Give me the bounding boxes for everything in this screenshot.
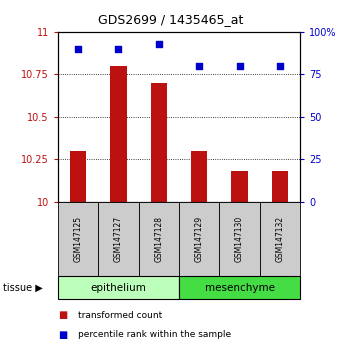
Text: GSM147128: GSM147128 [154,216,163,262]
Bar [110,66,127,202]
Text: GSM147132: GSM147132 [276,216,284,262]
Text: percentile rank within the sample: percentile rank within the sample [78,330,232,339]
Text: ■: ■ [58,330,67,339]
Text: epithelium: epithelium [91,282,146,293]
Text: GSM147127: GSM147127 [114,216,123,262]
Point [116,46,121,52]
Bar [151,83,167,202]
Text: transformed count: transformed count [78,310,163,320]
Point [75,46,81,52]
Point [237,63,242,69]
Text: ■: ■ [58,310,67,320]
Bar [70,151,86,202]
Text: GSM147129: GSM147129 [195,216,204,262]
Text: GSM147130: GSM147130 [235,216,244,262]
Text: GDS2699 / 1435465_at: GDS2699 / 1435465_at [98,13,243,26]
Point [156,41,162,47]
Text: mesenchyme: mesenchyme [205,282,275,293]
Bar [232,171,248,202]
Point [277,63,283,69]
Bar [272,171,288,202]
Point [196,63,202,69]
Bar [191,151,207,202]
Text: tissue ▶: tissue ▶ [3,282,43,293]
Text: GSM147125: GSM147125 [74,216,83,262]
